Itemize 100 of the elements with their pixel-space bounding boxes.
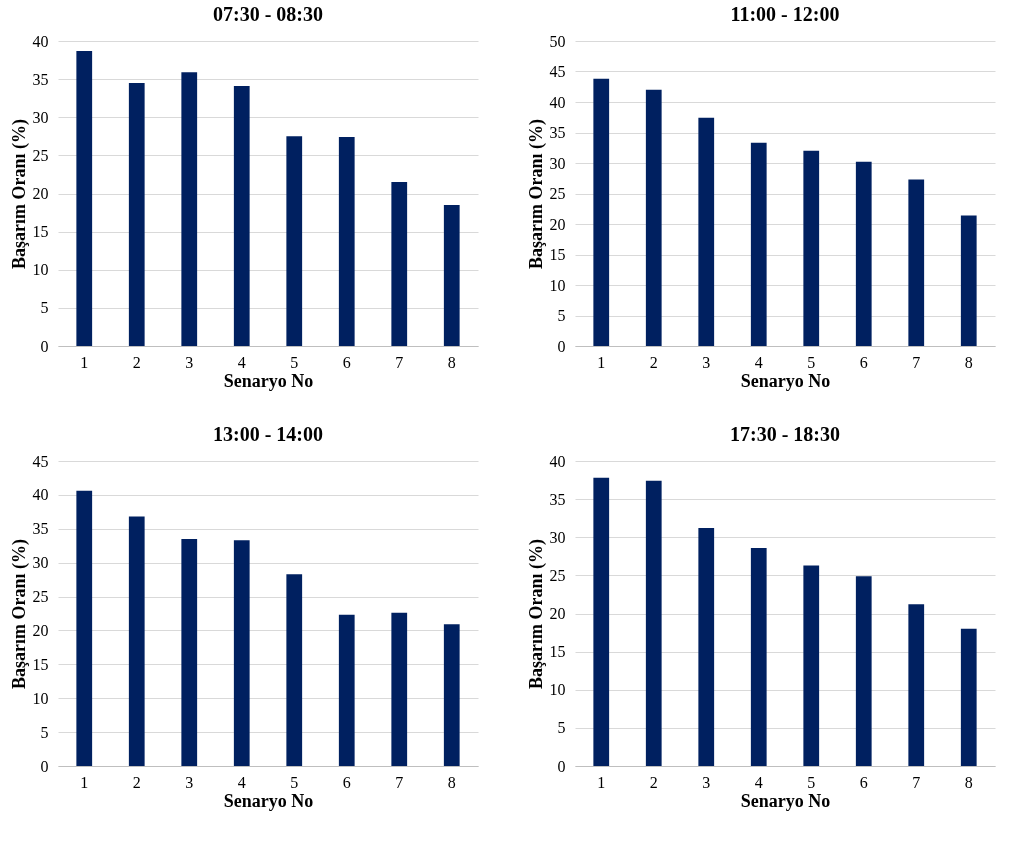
x-tick-label: 3 xyxy=(185,353,194,371)
y-tick-label: 35 xyxy=(549,124,566,141)
bar xyxy=(76,490,93,766)
y-tick-label: 10 xyxy=(32,261,49,279)
y-tick-label: 45 xyxy=(549,63,566,80)
x-tick-label: 6 xyxy=(342,773,351,791)
y-tick-label: 15 xyxy=(32,223,49,241)
bar xyxy=(286,574,303,766)
y-tick-label: 30 xyxy=(549,154,566,172)
bar xyxy=(855,161,872,346)
x-tick-label: 2 xyxy=(649,773,658,791)
x-tick-label: 7 xyxy=(395,353,404,371)
x-tick-label: 3 xyxy=(185,773,194,791)
x-tick-label: 2 xyxy=(132,353,141,371)
x-tick-label: 7 xyxy=(395,773,404,791)
y-tick-label: 25 xyxy=(32,146,49,164)
x-tick-label: 3 xyxy=(702,353,711,371)
y-tick-label: 0 xyxy=(40,757,49,775)
x-tick-label: 1 xyxy=(597,773,606,791)
x-tick-label: 4 xyxy=(754,353,763,371)
y-tick-label: 10 xyxy=(549,681,566,699)
chart-title: 13:00 - 14:00 xyxy=(213,423,323,445)
bar xyxy=(233,85,250,346)
bar xyxy=(338,137,355,346)
y-tick-label: 0 xyxy=(557,337,566,355)
y-tick-label: 5 xyxy=(557,307,566,324)
y-tick-label: 15 xyxy=(549,643,566,661)
y-axis-title: Başarım Oranı (%) xyxy=(525,539,547,689)
x-tick-label: 5 xyxy=(290,353,299,371)
y-tick-label: 35 xyxy=(32,70,49,88)
y-tick-label: 35 xyxy=(549,490,566,508)
x-tick-label: 6 xyxy=(342,353,351,371)
x-tick-label: 1 xyxy=(80,773,89,791)
chart-title: 11:00 - 12:00 xyxy=(730,3,840,25)
y-tick-label: 35 xyxy=(32,520,49,538)
bar xyxy=(803,565,820,766)
x-tick-label: 1 xyxy=(80,353,89,371)
y-tick-label: 10 xyxy=(549,276,566,294)
x-tick-label: 2 xyxy=(132,773,141,791)
chart-title: 17:30 - 18:30 xyxy=(730,423,840,445)
chart-title: 07:30 - 08:30 xyxy=(213,3,323,25)
x-tick-label: 4 xyxy=(237,353,246,371)
bar xyxy=(908,179,925,346)
x-tick-label: 6 xyxy=(859,353,868,371)
y-tick-label: 30 xyxy=(32,108,49,126)
x-tick-label: 8 xyxy=(447,353,456,371)
y-tick-label: 30 xyxy=(549,528,566,546)
y-tick-label: 15 xyxy=(32,655,49,673)
y-tick-label: 30 xyxy=(32,554,49,572)
y-tick-label: 40 xyxy=(549,93,566,111)
x-tick-label: 4 xyxy=(237,773,246,791)
x-tick-label: 2 xyxy=(649,353,658,371)
x-axis-title: Senaryo No xyxy=(223,790,314,811)
y-tick-label: 5 xyxy=(557,719,566,737)
bar xyxy=(593,477,610,766)
y-tick-label: 10 xyxy=(32,689,49,707)
bar xyxy=(391,182,408,346)
bar xyxy=(645,89,662,346)
bar xyxy=(593,78,610,346)
x-tick-label: 5 xyxy=(807,773,816,791)
bar xyxy=(286,136,303,346)
bar xyxy=(960,215,977,346)
y-tick-label: 20 xyxy=(32,621,49,639)
bar xyxy=(181,538,198,766)
bar xyxy=(76,50,93,346)
y-tick-label: 25 xyxy=(32,588,49,606)
x-tick-label: 6 xyxy=(859,773,868,791)
y-tick-label: 25 xyxy=(549,185,566,202)
y-tick-label: 0 xyxy=(557,757,566,775)
bar xyxy=(443,624,460,766)
bar xyxy=(698,528,715,766)
y-tick-label: 15 xyxy=(549,246,566,263)
bar xyxy=(803,150,820,346)
bar xyxy=(128,82,145,346)
y-tick-label: 20 xyxy=(549,605,566,622)
x-tick-label: 7 xyxy=(912,773,921,791)
x-axis-title: Senaryo No xyxy=(223,370,314,391)
y-tick-label: 50 xyxy=(549,32,566,50)
x-tick-label: 7 xyxy=(912,353,921,371)
y-tick-label: 45 xyxy=(32,452,49,470)
y-axis-title: Başarım Oranı (%) xyxy=(8,119,30,269)
y-tick-label: 5 xyxy=(40,723,49,741)
x-tick-label: 8 xyxy=(964,773,973,791)
bar xyxy=(391,612,408,766)
y-tick-label: 40 xyxy=(32,486,49,504)
x-axis-title: Senaryo No xyxy=(740,370,831,391)
x-tick-label: 1 xyxy=(597,353,606,371)
y-axis-title: Başarım Oranı (%) xyxy=(8,539,30,689)
x-axis-title: Senaryo No xyxy=(740,790,831,811)
bar xyxy=(338,614,355,766)
y-tick-label: 40 xyxy=(549,452,566,470)
y-tick-label: 20 xyxy=(549,215,566,233)
y-axis-title: Başarım Oranı (%) xyxy=(525,119,547,269)
x-tick-label: 5 xyxy=(807,353,816,371)
x-tick-label: 4 xyxy=(754,773,763,791)
x-tick-label: 3 xyxy=(702,773,711,791)
bar xyxy=(750,547,767,766)
bar xyxy=(233,540,250,766)
y-tick-label: 25 xyxy=(549,566,566,584)
y-tick-label: 5 xyxy=(40,299,49,317)
